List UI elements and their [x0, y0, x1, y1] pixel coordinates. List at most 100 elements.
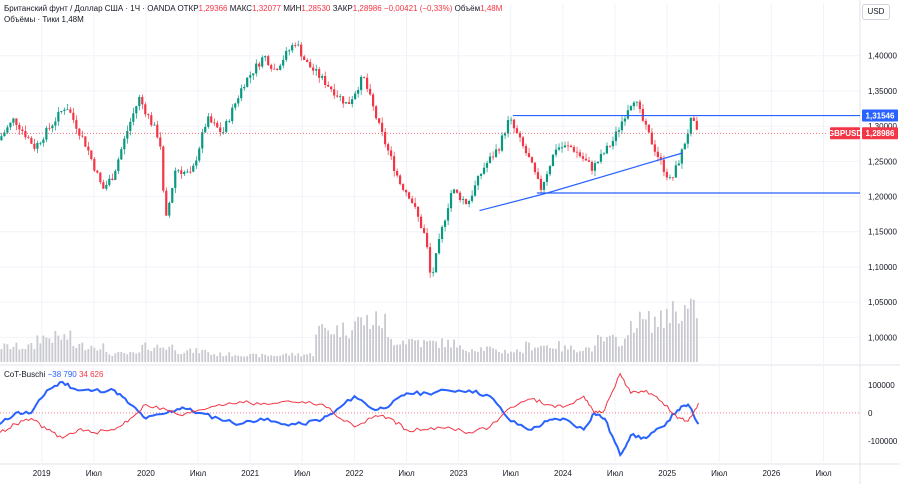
candle-body: [30, 138, 33, 144]
candle-body: [470, 195, 474, 201]
candle-body: [413, 203, 417, 207]
candle-body: [114, 170, 117, 180]
candle-body: [117, 159, 120, 171]
candle-body: [333, 89, 336, 96]
cot-tick-label: 0: [868, 409, 873, 418]
volume-bar: [330, 334, 333, 362]
candle-body: [605, 145, 608, 154]
time-tick-label: Июл: [86, 469, 103, 478]
volume-bar: [552, 348, 554, 362]
symbol-tag-label: GBPUSD: [828, 129, 862, 138]
volume-bar: [120, 351, 123, 362]
candle-body: [309, 62, 312, 68]
candle-body: [12, 118, 15, 123]
candle-body: [240, 88, 243, 99]
candle-body: [78, 128, 81, 136]
volume-bar: [84, 350, 87, 362]
candle-body: [644, 120, 647, 125]
volume-bar: [626, 335, 629, 362]
candle-body: [87, 146, 90, 151]
candle-body: [111, 178, 114, 180]
drawing-lines[interactable]: [0, 114, 860, 212]
volume-bar: [677, 323, 680, 362]
candle-body: [668, 177, 671, 179]
time-tick-label: 2026: [762, 469, 780, 478]
volume-bar: [582, 350, 584, 362]
candle-body: [120, 149, 123, 160]
volume-bar: [234, 355, 237, 362]
candle-body: [159, 137, 162, 147]
candle-body: [216, 122, 219, 128]
time-tick-label: 2023: [450, 469, 468, 478]
candle-body: [407, 192, 411, 199]
volume-bar: [30, 343, 33, 362]
time-tick-label: 2019: [33, 469, 51, 478]
volume-bar: [66, 339, 69, 362]
candle-body: [66, 109, 69, 111]
volume-bar: [588, 347, 590, 362]
volume-bar: [105, 351, 108, 362]
candle-body: [249, 75, 252, 78]
candle-body: [315, 69, 318, 71]
close-label: ЗАКР: [332, 4, 353, 13]
volume-bar: [567, 349, 569, 362]
volume-bar: [285, 353, 288, 362]
candle-body: [611, 141, 614, 147]
indicator-legend: CoT-Buschi −38 790 34 626: [4, 370, 103, 379]
volume-bar: [351, 330, 354, 362]
candle-body: [273, 68, 276, 70]
volume-bar: [692, 299, 695, 362]
candle-body: [123, 138, 126, 150]
volume-bar: [36, 335, 39, 362]
volume-bar: [632, 332, 635, 362]
volume-bar: [201, 349, 204, 362]
volume-bars: [0, 298, 698, 362]
volume-bar: [498, 352, 500, 362]
candle-body: [297, 44, 300, 46]
volume-bar: [63, 334, 66, 362]
currency-button[interactable]: USD: [862, 4, 890, 20]
candle-body: [150, 115, 153, 126]
volume-bar: [216, 355, 219, 362]
volume-bar: [665, 309, 668, 362]
candle-body: [365, 77, 369, 89]
volume-bar: [69, 330, 72, 362]
candle-body: [294, 45, 297, 46]
volume-bar: [255, 353, 258, 362]
volume-bar: [27, 344, 30, 362]
volume-bar: [408, 339, 410, 362]
symbol-tag: [830, 127, 860, 140]
open-value: 1,29366: [198, 4, 228, 13]
volume-bar: [656, 326, 659, 362]
volume-bar: [486, 346, 488, 362]
volume-bar: [561, 351, 563, 362]
candle-body: [81, 135, 84, 137]
price-tick-label: 1,35000: [868, 87, 897, 96]
volume-bar: [695, 318, 698, 362]
volume-bar: [465, 350, 467, 362]
candle-body: [21, 129, 24, 132]
price-tick-label: 1,15000: [868, 228, 897, 237]
volume-bar: [57, 335, 60, 362]
candle-body: [270, 65, 273, 69]
candle-body: [147, 114, 150, 116]
volume-bar: [662, 327, 665, 362]
candle-body: [18, 124, 21, 130]
time-tick-label: 2025: [658, 469, 676, 478]
price-tick-label: 1,05000: [868, 298, 897, 307]
change-value: −0,00421 (−0,33%): [383, 4, 453, 13]
candle-body: [458, 192, 462, 201]
volume-bar: [495, 349, 497, 362]
candle-body: [171, 187, 174, 203]
volume-bar: [573, 349, 575, 362]
candle-body: [219, 127, 222, 133]
candle-body: [461, 199, 465, 201]
candle-body: [581, 156, 585, 159]
candle-body: [228, 121, 231, 122]
volume-bar: [668, 322, 671, 362]
volume-bar: [396, 344, 398, 362]
volume-bar: [150, 351, 153, 362]
volume-bar: [558, 341, 560, 362]
